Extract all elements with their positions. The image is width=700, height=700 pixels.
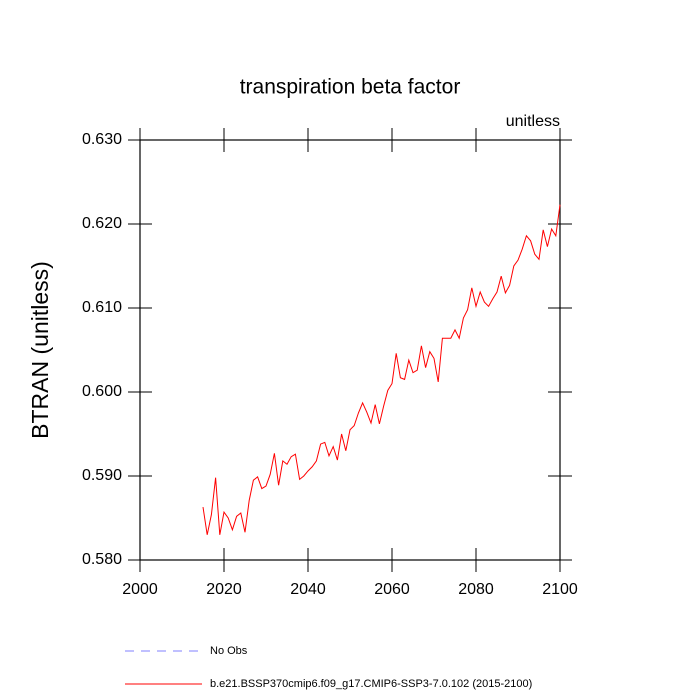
legend-label: No Obs: [210, 645, 248, 657]
y-tick-label: 0.630: [82, 131, 122, 148]
legend-label: b.e21.BSSP370cmip6.f09_g17.CMIP6-SSP3-7.…: [210, 678, 532, 690]
y-tick-label: 0.590: [82, 467, 122, 484]
units-annotation: unitless: [506, 113, 560, 130]
plot-frame: [139, 139, 561, 561]
x-tick-label: 2020: [206, 581, 242, 598]
x-tick-label: 2060: [374, 581, 410, 598]
y-tick-label: 0.610: [82, 299, 122, 316]
x-tick-label: 2080: [458, 581, 494, 598]
x-tick-label: 2100: [542, 581, 578, 598]
chart-title: transpiration beta factor: [240, 76, 461, 99]
x-tick-label: 2000: [122, 581, 158, 598]
y-tick-label: 0.620: [82, 215, 122, 232]
data-line: [202, 204, 561, 535]
y-axis-label: BTRAN (unitless): [27, 261, 53, 439]
y-tick-label: 0.600: [82, 383, 122, 400]
y-tick-label: 0.580: [82, 551, 122, 568]
x-tick-label: 2040: [290, 581, 326, 598]
